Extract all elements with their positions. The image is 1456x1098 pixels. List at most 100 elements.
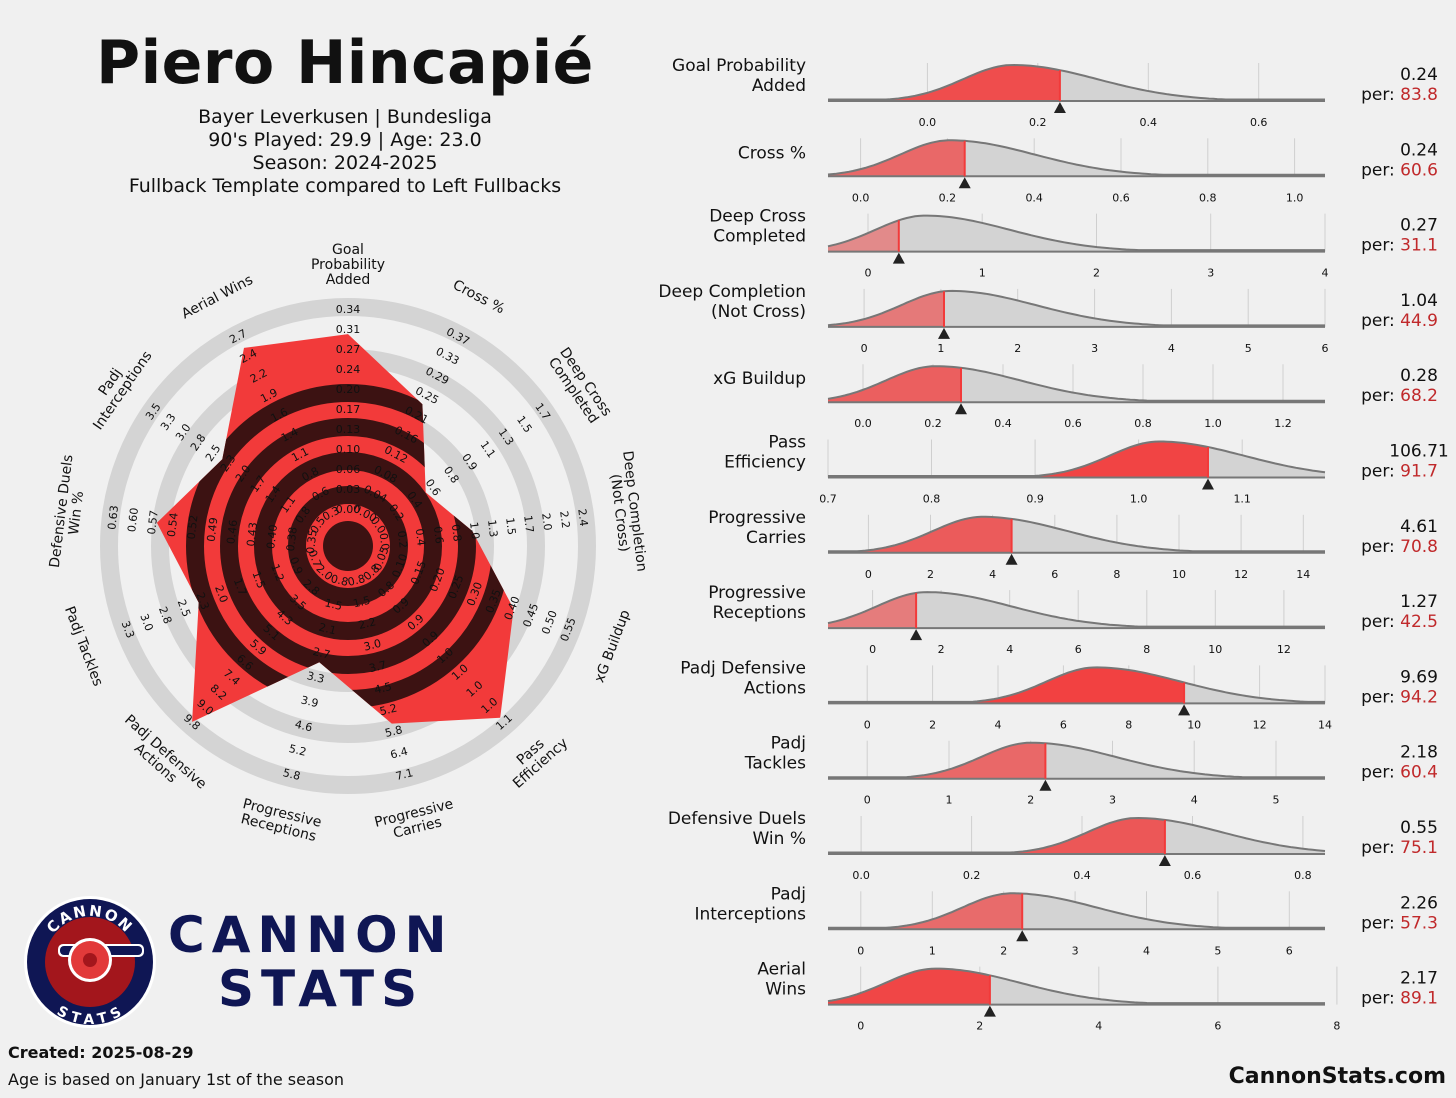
radar-tick-label: 0.40	[264, 524, 280, 550]
radar-tick-label: 5.8	[384, 723, 404, 740]
radar-tick-label: 0.46	[224, 519, 240, 545]
dist-marker-triangle	[983, 1005, 996, 1017]
radar-axis-label: xG Buildup	[592, 608, 634, 685]
dist-marker-triangle	[1016, 930, 1029, 942]
radar-axis-label-line: Probability	[311, 257, 385, 273]
radar-tick-label: 4.6	[294, 718, 314, 735]
dist-area-red	[828, 65, 1060, 101]
radar-tick-label: 0.34	[336, 303, 361, 316]
radar-tick-label: 0.20	[336, 383, 361, 396]
radar-axis-label: ProgressiveCarries	[373, 796, 459, 845]
radar-tick-label: 1.5	[514, 413, 535, 435]
radar-axis-label: Deep Completion(Not Cross)	[604, 450, 649, 574]
dist-area-red	[828, 667, 1185, 704]
per-label: per:	[1361, 537, 1400, 557]
percentile-value: 91.7	[1400, 462, 1438, 482]
dist-tick-label: 8	[1113, 568, 1120, 581]
dist-tick-label: 6	[1214, 1020, 1221, 1033]
per-label: per:	[1361, 838, 1400, 858]
metric-percentile: per: 68.2	[1361, 386, 1438, 406]
dist-area-grey	[828, 65, 1325, 101]
radar-tick-label: 0.00	[336, 503, 361, 516]
dist-marker-triangle	[1039, 779, 1052, 791]
per-label: per:	[1361, 160, 1400, 180]
metric-label: Wins	[765, 980, 806, 1000]
metric-percentile: per: 42.5	[1361, 612, 1438, 632]
dist-tick-label: 6	[1322, 342, 1329, 355]
percentile-value: 75.1	[1400, 838, 1438, 858]
radar-axis-label-line: Win %	[66, 490, 87, 536]
radar-center	[323, 521, 373, 571]
dist-tick-label: 4	[1095, 1020, 1102, 1033]
dist-marker-triangle	[892, 252, 905, 264]
percentile-value: 44.9	[1400, 311, 1438, 331]
metric-label: Carries	[746, 528, 806, 548]
metric-label: Added	[752, 76, 806, 96]
dist-tick-label: 0.8	[1294, 869, 1312, 882]
metric-percentile: per: 89.1	[1361, 989, 1438, 1009]
metric-label: Deep Completion	[658, 282, 806, 302]
dist-marker-triangle	[955, 403, 967, 415]
dist-marker-triangle	[1201, 478, 1214, 490]
radar-tick-label: 0.06	[336, 463, 361, 476]
per-label: per:	[1361, 913, 1400, 933]
radar-tick-label: 3.0	[362, 637, 382, 654]
dist-tick-label: 12	[1253, 718, 1267, 731]
radar-tick-label: 0.50	[539, 609, 560, 637]
dist-area-red	[828, 818, 1165, 854]
dist-tick-label: 3	[1109, 794, 1116, 807]
radar-band-2	[220, 418, 476, 674]
radar-band-4	[288, 486, 408, 606]
percentile-value: 68.2	[1400, 386, 1438, 406]
radar-tick-label: 5.2	[288, 742, 308, 759]
metric-label: Defensive Duels	[668, 809, 806, 829]
dist-tick-label: 10	[1208, 643, 1222, 656]
metric-value: 106.71	[1389, 442, 1448, 462]
radar-axis-label-line: Aerial Wins	[179, 272, 256, 322]
radar-axis-label-line: Added	[326, 272, 371, 288]
metric-value: 9.69	[1400, 667, 1438, 687]
dist-tick-label: 6	[1051, 568, 1058, 581]
dist-area-grey	[828, 893, 1325, 930]
dist-tick-label: 0.4	[1025, 191, 1043, 204]
dist-curve	[828, 440, 1326, 477]
dist-tick-label: 1.1	[1233, 493, 1251, 506]
season-line: Season: 2024-2025	[252, 152, 438, 174]
radar-tick-label: 2.0	[539, 512, 554, 531]
radar-ring-1	[100, 298, 596, 794]
per-label: per:	[1361, 85, 1400, 105]
dist-tick-label: 1.0	[1130, 493, 1148, 506]
radar-tick-label: 3.7	[368, 658, 388, 675]
dist-tick-label: 2	[938, 643, 945, 656]
radar-tick-label: 0.0	[377, 532, 392, 551]
dist-curve	[828, 892, 1325, 929]
site-url: CannonStats.com	[1228, 1064, 1446, 1089]
dist-tick-label: 0.6	[1064, 417, 1082, 430]
dist-area-red	[828, 893, 1023, 930]
dist-tick-label: 0	[857, 944, 864, 957]
radar-axis-label: Defensive DuelsWin %	[47, 454, 91, 571]
dist-tick-label: 1	[946, 794, 953, 807]
radar-tick-label: 2.7	[311, 645, 331, 662]
dist-tick-label: 0	[865, 568, 872, 581]
metric-percentile: per: 31.1	[1361, 236, 1438, 256]
metric-label: Cross %	[738, 143, 806, 163]
metric-percentile: per: 75.1	[1361, 838, 1438, 858]
dist-tick-label: 0.0	[854, 417, 872, 430]
dist-tick-label: 8	[1333, 1020, 1340, 1033]
dist-marker-triangle	[1178, 704, 1191, 716]
radar-tick-label: 0.60	[125, 507, 141, 533]
radar-tick-label: 2.8	[156, 605, 174, 626]
percentile-value: 89.1	[1400, 989, 1438, 1009]
per-label: per:	[1361, 687, 1400, 707]
dist-curve	[827, 139, 1325, 176]
radar-tick-label: 2.4	[575, 508, 590, 527]
metric-label: Goal Probability	[672, 56, 806, 76]
dist-tick-label: 2	[1093, 267, 1100, 280]
dist-tick-label: 1.0	[1204, 417, 1222, 430]
metric-label: Win %	[753, 829, 807, 849]
created-date: Created: 2025-08-29	[8, 1043, 194, 1062]
radar-axis-label-line: xG Buildup	[592, 608, 634, 685]
dist-tick-label: 4	[1322, 267, 1329, 280]
dist-tick-label: 0.6	[1112, 191, 1130, 204]
